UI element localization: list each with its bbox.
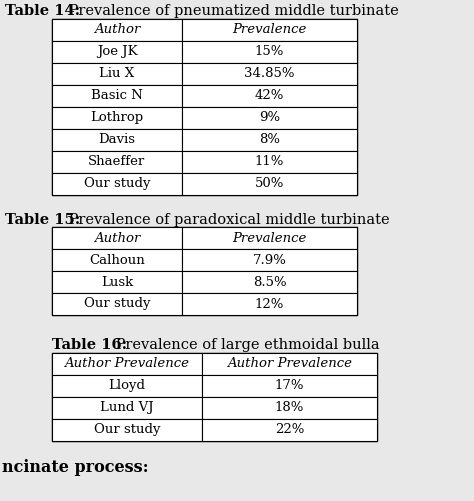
Text: Lusk: Lusk [101, 276, 133, 289]
Text: 9%: 9% [259, 111, 280, 124]
Text: Our study: Our study [84, 298, 150, 311]
Text: Basic N: Basic N [91, 89, 143, 102]
Text: Our study: Our study [84, 177, 150, 190]
Text: Prevalence: Prevalence [232, 231, 307, 244]
Bar [202, 418, 377, 440]
Text: Prevalence of pneumatized middle turbinate: Prevalence of pneumatized middle turbina… [64, 4, 398, 18]
Text: 11%: 11% [255, 155, 284, 168]
Bar [182, 41, 357, 63]
Bar [182, 107, 357, 128]
Bar [182, 172, 357, 194]
Bar [52, 150, 182, 172]
Bar [52, 85, 182, 107]
Text: 18%: 18% [275, 401, 304, 414]
Bar [52, 227, 357, 315]
Bar [182, 150, 357, 172]
Bar [182, 63, 357, 85]
Bar [202, 353, 377, 375]
Text: Calhoun: Calhoun [89, 254, 145, 267]
Text: Joe JK: Joe JK [97, 45, 137, 58]
Text: Lund VJ: Lund VJ [100, 401, 154, 414]
Bar [182, 227, 357, 249]
Text: 42%: 42% [255, 89, 284, 102]
Bar [182, 271, 357, 293]
Bar [52, 41, 182, 63]
Text: Our study: Our study [94, 423, 160, 436]
Text: Davis: Davis [99, 133, 136, 146]
Bar [182, 293, 357, 315]
Bar [182, 85, 357, 107]
Text: 8.5%: 8.5% [253, 276, 286, 289]
Text: Table 14:: Table 14: [5, 4, 80, 18]
Text: Lothrop: Lothrop [91, 111, 144, 124]
Text: 34.85%: 34.85% [244, 67, 295, 80]
Bar [52, 353, 202, 375]
Text: Prevalence of large ethmoidal bulla: Prevalence of large ethmoidal bulla [110, 338, 379, 352]
Text: ncinate process:: ncinate process: [2, 458, 149, 475]
Text: Author Prevalence: Author Prevalence [64, 357, 190, 370]
Bar [52, 19, 182, 41]
Text: 22%: 22% [275, 423, 304, 436]
Text: Liu X: Liu X [100, 67, 135, 80]
Bar [52, 396, 202, 418]
Text: 7.9%: 7.9% [253, 254, 286, 267]
Text: Shaeffer: Shaeffer [88, 155, 146, 168]
Bar [202, 375, 377, 396]
Text: Lloyd: Lloyd [109, 379, 146, 392]
Text: Table 15:: Table 15: [5, 212, 80, 226]
Text: 17%: 17% [275, 379, 304, 392]
Bar [202, 396, 377, 418]
Text: Author: Author [94, 23, 140, 36]
Bar [182, 128, 357, 150]
Bar [52, 353, 377, 440]
Bar [52, 19, 357, 194]
Text: Prevalence of paradoxical middle turbinate: Prevalence of paradoxical middle turbina… [64, 212, 389, 226]
Bar [52, 293, 182, 315]
Bar [52, 271, 182, 293]
Text: 50%: 50% [255, 177, 284, 190]
Bar [52, 63, 182, 85]
Bar [52, 249, 182, 271]
Text: 8%: 8% [259, 133, 280, 146]
Bar [52, 128, 182, 150]
Text: 15%: 15% [255, 45, 284, 58]
Text: Prevalence: Prevalence [232, 23, 307, 36]
Bar [182, 249, 357, 271]
Text: Author Prevalence: Author Prevalence [227, 357, 352, 370]
Bar [52, 418, 202, 440]
Bar [52, 107, 182, 128]
Text: 12%: 12% [255, 298, 284, 311]
Text: Author: Author [94, 231, 140, 244]
Bar [52, 172, 182, 194]
Bar [52, 227, 182, 249]
Bar [182, 19, 357, 41]
Bar [52, 375, 202, 396]
Text: Table 16:: Table 16: [52, 338, 127, 352]
